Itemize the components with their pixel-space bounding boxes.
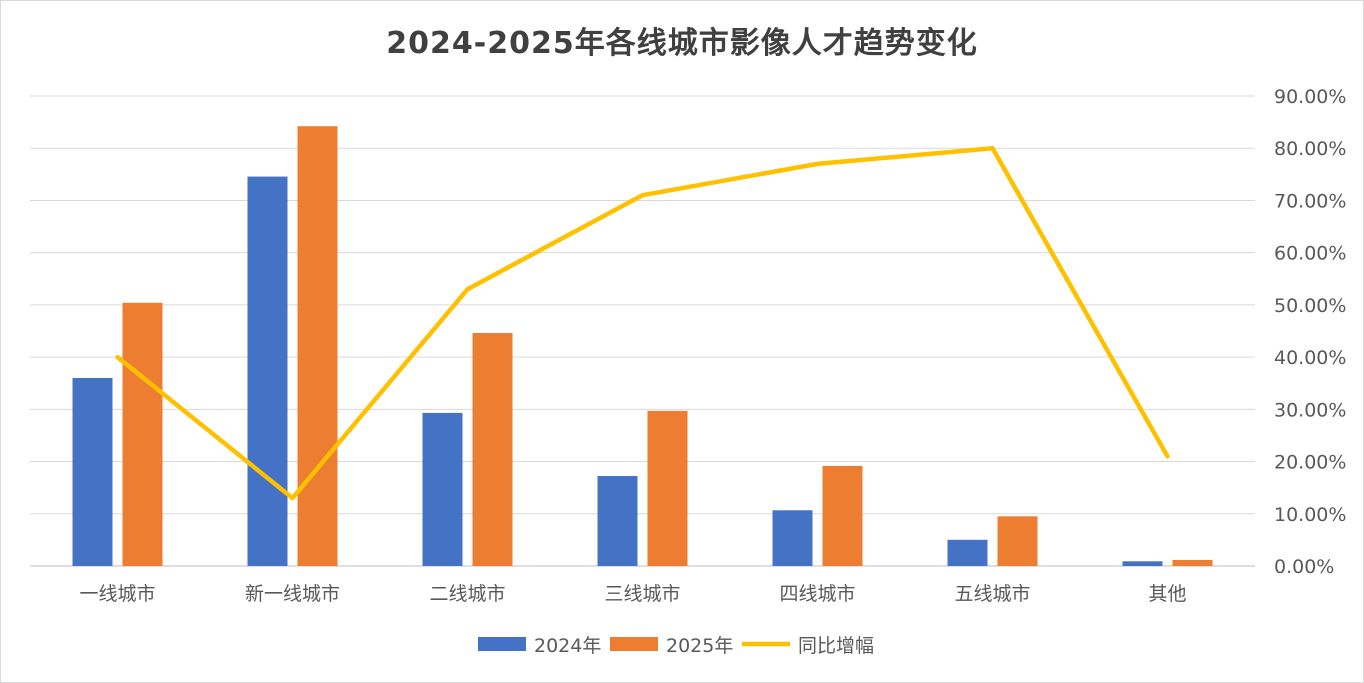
category-labels: 一线城市 新一线城市 二线城市 三线城市 四线城市 五线城市 其他 [79, 583, 1186, 605]
y-right-tick-label: 50.00% [1274, 295, 1346, 317]
y-right-tick-label: 20.00% [1274, 452, 1346, 474]
category-label: 新一线城市 [245, 583, 340, 605]
category-label: 二线城市 [429, 583, 505, 605]
y-right-tick-label: 30.00% [1274, 399, 1346, 421]
bar-series2 [647, 410, 688, 566]
bar-series1 [1122, 561, 1163, 566]
bar-series1 [597, 476, 638, 566]
y-right-tick-label: 70.00% [1274, 190, 1346, 212]
category-label: 一线城市 [79, 583, 155, 605]
legend-label: 同比增幅 [798, 635, 874, 657]
category-label: 五线城市 [954, 583, 1030, 605]
legend-label: 2024年 [534, 635, 601, 657]
bar-series1 [422, 412, 463, 566]
y-right-tick-label: 0.00% [1274, 556, 1334, 578]
y-right-tick-label: 60.00% [1274, 243, 1346, 265]
bar-series2 [997, 516, 1038, 566]
category-label: 四线城市 [779, 583, 855, 605]
bar-series1 [247, 176, 288, 567]
line-group [115, 145, 1170, 501]
legend-label: 2025年 [666, 635, 733, 657]
bar-series2 [822, 465, 863, 566]
bar-group [72, 126, 1213, 567]
gridlines [30, 95, 1255, 567]
legend-swatch [478, 637, 526, 651]
bar-series2 [122, 302, 163, 566]
legend: 2024年 2025年 同比增幅 [478, 635, 874, 657]
bar-series2 [1172, 559, 1213, 566]
chart-title: 2024-2025年各线城市影像人才趋势变化 [386, 26, 978, 61]
y-right-tick-label: 40.00% [1274, 347, 1346, 369]
bar-series1 [947, 539, 988, 566]
bar-series1 [72, 378, 113, 566]
legend-swatch [610, 637, 658, 651]
category-label: 其他 [1148, 583, 1186, 605]
y-right-tick-label: 10.00% [1274, 504, 1346, 526]
bar-series2 [297, 126, 338, 566]
bar-series2 [472, 333, 513, 566]
y-right-tick-label: 80.00% [1274, 138, 1346, 160]
right-axis-tick-labels: 0.00% 10.00% 20.00% 30.00% 40.00% 50.00% 60.00… [1274, 86, 1346, 578]
y-right-tick-label: 90.00% [1274, 86, 1346, 108]
bar-series1 [772, 510, 813, 566]
category-label: 三线城市 [604, 583, 680, 605]
